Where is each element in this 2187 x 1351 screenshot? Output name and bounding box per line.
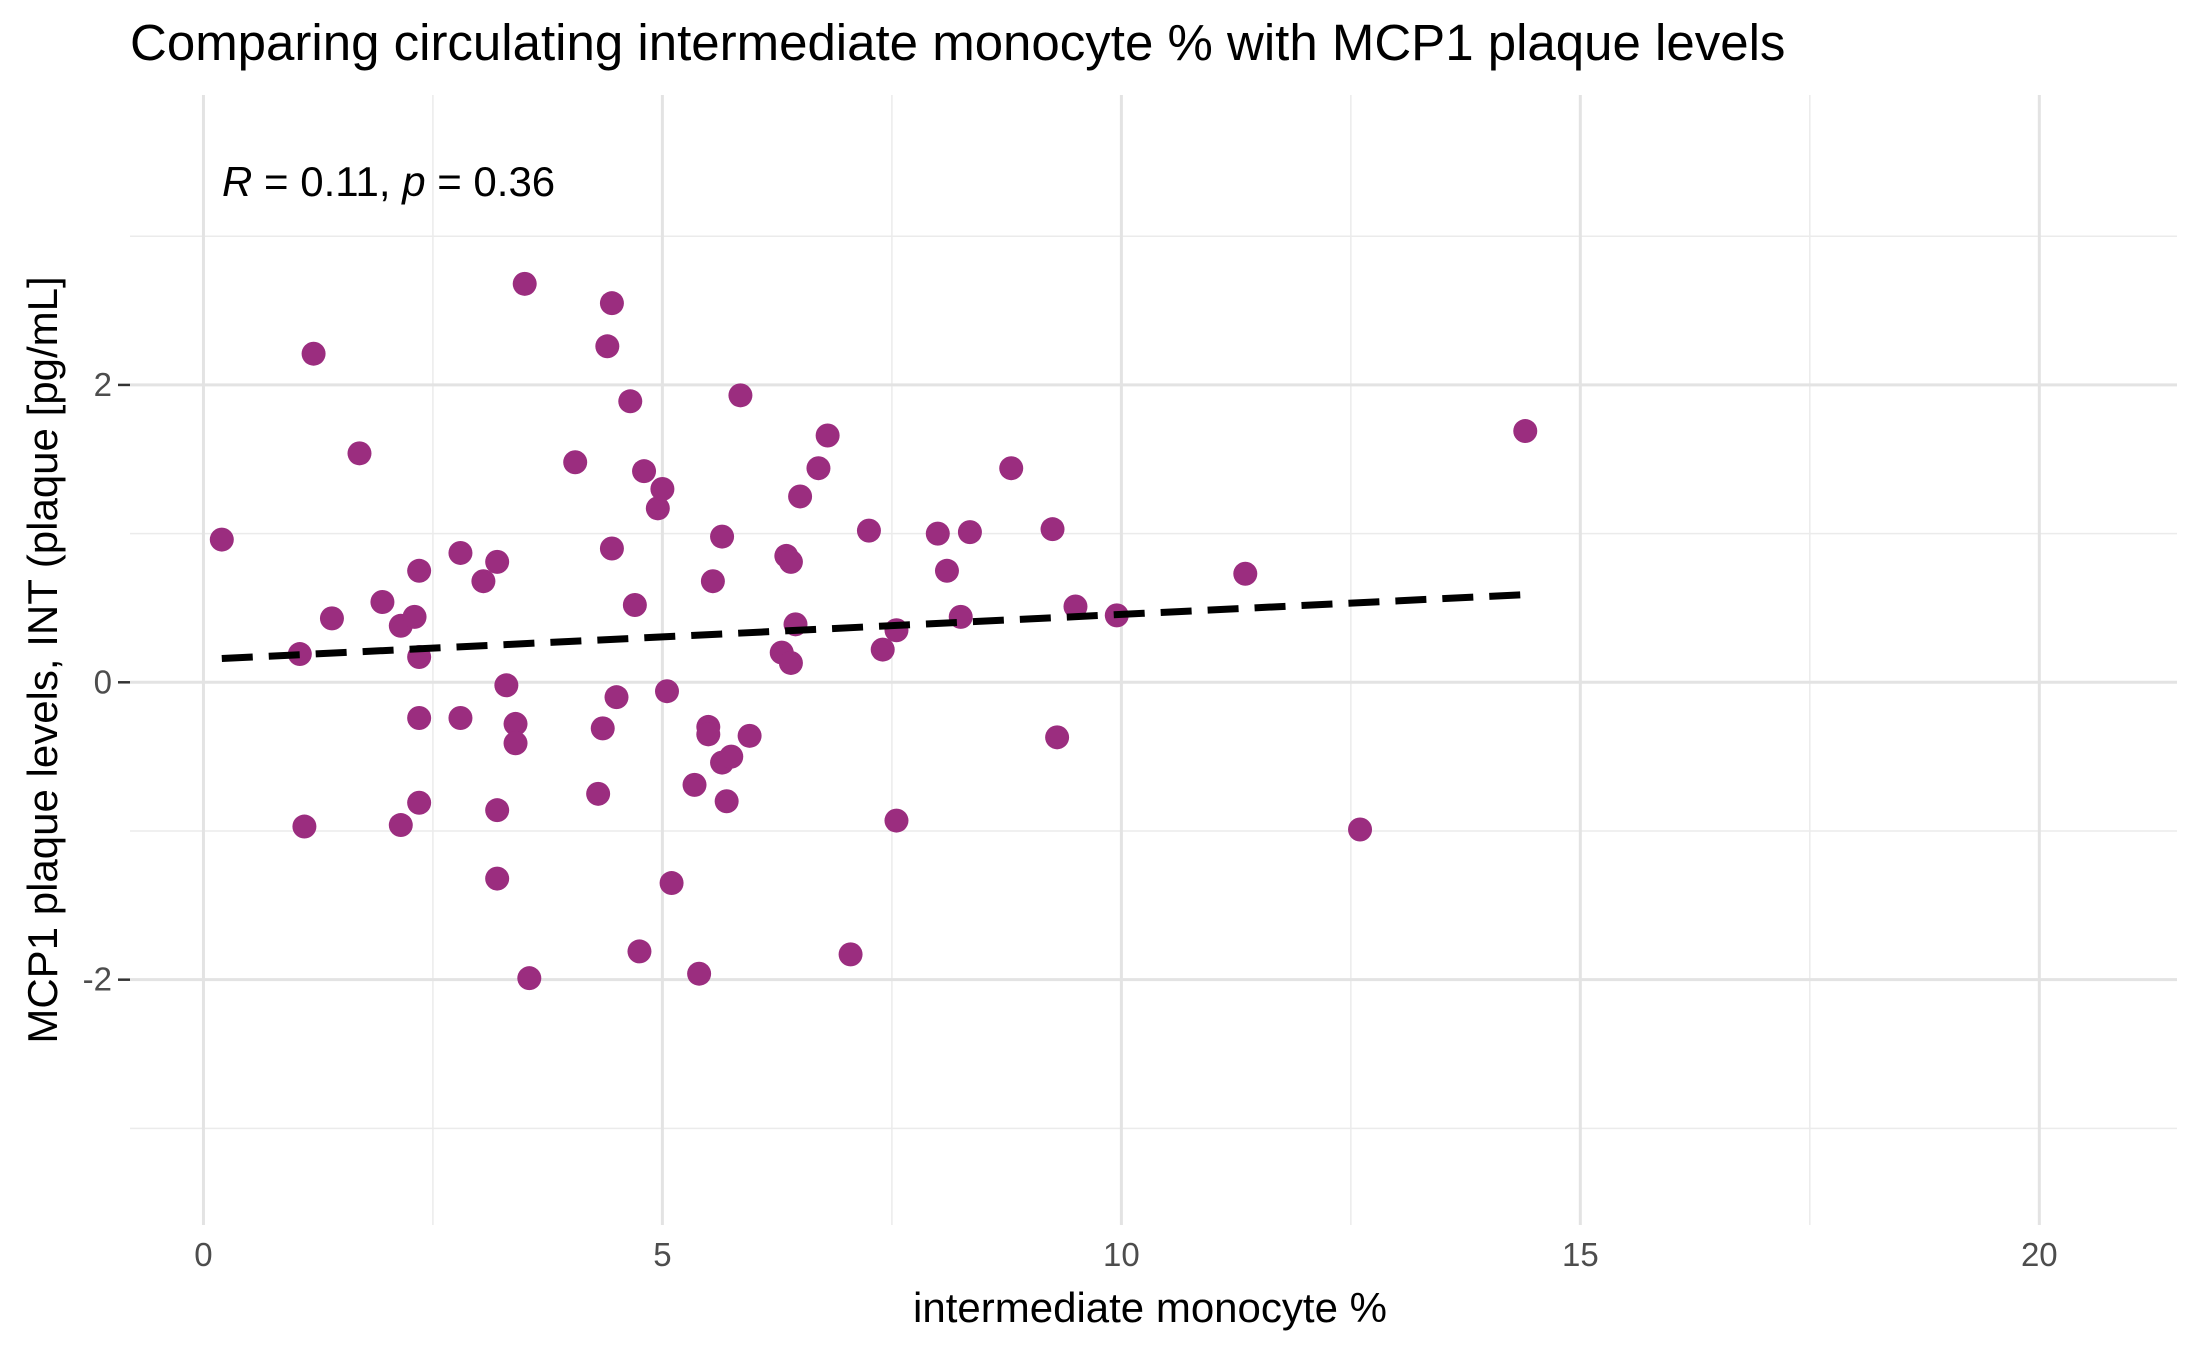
data-point xyxy=(347,441,372,466)
data-point xyxy=(503,731,528,756)
data-point xyxy=(1233,561,1258,586)
data-point xyxy=(595,334,620,359)
scatter-points xyxy=(209,271,1538,991)
data-point xyxy=(287,642,312,667)
y-tick-label: 2 xyxy=(94,366,112,403)
data-point xyxy=(512,271,537,296)
data-point xyxy=(388,813,413,838)
grid-minor xyxy=(130,95,2177,1225)
data-point xyxy=(696,722,721,747)
data-point xyxy=(870,637,895,662)
data-point xyxy=(1513,419,1538,444)
data-point xyxy=(719,744,744,769)
data-point xyxy=(563,450,588,475)
data-point xyxy=(934,558,959,583)
data-point xyxy=(957,520,982,545)
correlation-annotation: R = 0.11, p = 0.36 xyxy=(222,158,555,205)
data-point xyxy=(925,521,950,546)
data-point xyxy=(485,549,510,574)
chart-title: Comparing circulating intermediate monoc… xyxy=(130,14,1785,71)
data-point xyxy=(319,606,344,631)
y-tick-label: -2 xyxy=(83,961,112,998)
data-point xyxy=(503,711,528,736)
y-axis-title: MCP1 plaque levels, INT (plaque [pg/mL] xyxy=(19,276,66,1043)
p-value: = 0.36 xyxy=(426,158,556,205)
data-point xyxy=(884,808,909,833)
data-point xyxy=(714,789,739,814)
data-point xyxy=(632,459,657,484)
x-axis-title: intermediate monocyte % xyxy=(913,1284,1387,1331)
x-tick-label: 10 xyxy=(1103,1236,1140,1273)
data-point xyxy=(618,389,643,414)
data-point xyxy=(448,705,473,730)
data-point xyxy=(856,518,881,543)
data-point xyxy=(402,604,427,629)
data-point xyxy=(604,685,629,710)
grid-major xyxy=(130,95,2177,1225)
data-point xyxy=(778,650,803,675)
x-tick-label: 5 xyxy=(653,1236,671,1273)
data-point xyxy=(654,679,679,704)
data-point xyxy=(622,592,647,617)
data-point xyxy=(407,705,432,730)
data-point xyxy=(645,496,670,521)
data-point xyxy=(1040,517,1065,542)
data-point xyxy=(627,939,652,964)
x-tick-label: 15 xyxy=(1562,1236,1599,1273)
x-tick-label: 0 xyxy=(194,1236,212,1273)
data-point xyxy=(1045,725,1070,750)
data-point xyxy=(788,484,813,509)
data-point xyxy=(687,961,712,986)
data-point xyxy=(590,716,615,741)
y-axis-ticks: -2 0 2 xyxy=(83,366,130,998)
data-point xyxy=(838,942,863,967)
data-point xyxy=(586,781,611,806)
data-point xyxy=(209,527,234,552)
data-point xyxy=(1063,594,1088,619)
data-point xyxy=(700,569,725,594)
data-point xyxy=(806,456,831,481)
data-point xyxy=(682,772,707,797)
r-value: = 0.11, xyxy=(252,158,402,205)
x-axis-ticks: 0 5 10 15 20 xyxy=(194,1236,2057,1273)
data-point xyxy=(471,569,496,594)
data-point xyxy=(407,558,432,583)
r-symbol: R xyxy=(222,158,252,205)
data-point xyxy=(407,790,432,815)
data-point xyxy=(494,673,519,698)
data-point xyxy=(599,291,624,316)
data-point xyxy=(485,866,510,891)
data-point xyxy=(999,456,1024,481)
data-point xyxy=(370,590,395,615)
data-point xyxy=(659,871,684,896)
data-point xyxy=(1348,817,1373,842)
data-point xyxy=(815,423,840,448)
data-point xyxy=(599,536,624,561)
data-point xyxy=(301,341,326,366)
data-point xyxy=(650,477,675,502)
data-point xyxy=(517,966,542,991)
y-tick-label: 0 xyxy=(94,663,112,700)
p-symbol: p xyxy=(400,158,425,205)
regression-line xyxy=(221,591,1526,663)
x-tick-label: 20 xyxy=(2021,1236,2058,1273)
data-point xyxy=(292,814,317,839)
data-point xyxy=(485,798,510,823)
data-point xyxy=(737,723,762,748)
data-point xyxy=(778,549,803,574)
data-point xyxy=(710,524,735,549)
data-point xyxy=(448,540,473,565)
data-point xyxy=(728,383,753,408)
